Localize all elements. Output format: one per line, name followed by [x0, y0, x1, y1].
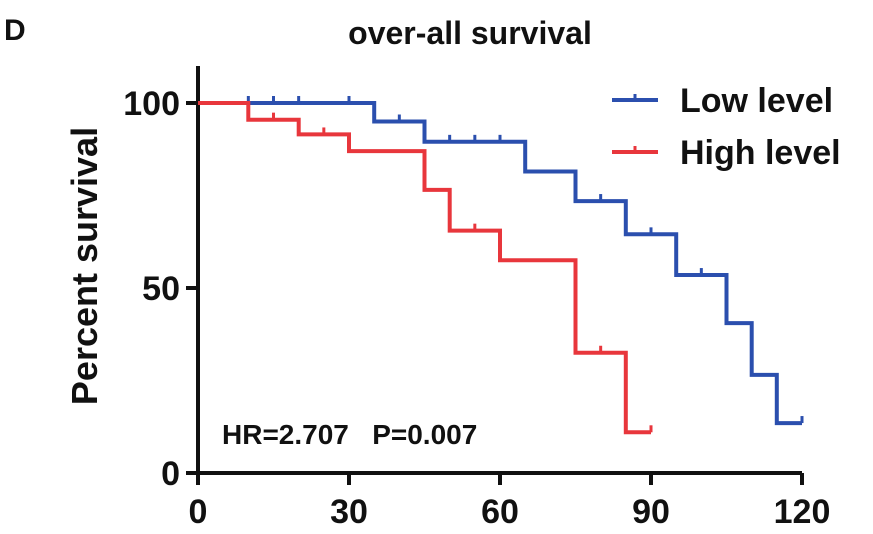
- series-layer: [198, 96, 804, 435]
- y-ticks: 0 50 100: [123, 85, 198, 493]
- x-tick-label: 90: [632, 493, 670, 531]
- x-tick-label: 30: [330, 493, 368, 531]
- hr-p-annotation: HR=2.707 P=0.007: [222, 419, 477, 450]
- survival-curve-high: [198, 101, 651, 435]
- chart-title: over-all survival: [348, 15, 592, 51]
- x-ticks: 0 30 60 90 120: [189, 473, 831, 531]
- survival-curve-low: [198, 101, 802, 426]
- panel-label: D: [4, 14, 26, 47]
- y-tick-label: 0: [161, 455, 180, 493]
- legend-label-low: Low level: [680, 82, 833, 120]
- y-axis-label: Percent survival: [64, 127, 105, 405]
- series-low: [198, 96, 804, 426]
- x-tick-label: 0: [189, 493, 208, 531]
- x-tick-label: 120: [774, 493, 831, 531]
- series-high: [198, 101, 653, 435]
- y-tick-label: 100: [123, 85, 180, 123]
- y-tick-label: 50: [142, 270, 180, 308]
- legend-label-high: High level: [680, 134, 841, 172]
- legend: Low level High level: [612, 82, 841, 172]
- axes: [196, 66, 802, 475]
- x-tick-label: 60: [481, 493, 519, 531]
